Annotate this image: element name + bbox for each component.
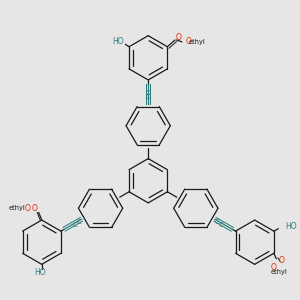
Text: O: O: [270, 263, 276, 272]
Text: HO: HO: [286, 222, 297, 231]
Text: O: O: [186, 37, 191, 46]
Text: O: O: [32, 204, 38, 213]
Text: O: O: [25, 204, 31, 213]
Text: ethyl: ethyl: [271, 269, 288, 275]
Text: C: C: [219, 222, 224, 228]
Text: O: O: [278, 256, 284, 265]
Text: C: C: [73, 222, 77, 228]
Text: C: C: [146, 94, 151, 100]
Text: O: O: [176, 33, 182, 42]
Text: ethyl: ethyl: [188, 39, 205, 45]
Text: C: C: [77, 219, 82, 225]
Text: HO: HO: [112, 37, 124, 46]
Text: C: C: [215, 219, 220, 225]
Text: C: C: [146, 90, 151, 96]
Text: ethyl: ethyl: [8, 205, 25, 211]
Text: HO: HO: [34, 268, 46, 278]
